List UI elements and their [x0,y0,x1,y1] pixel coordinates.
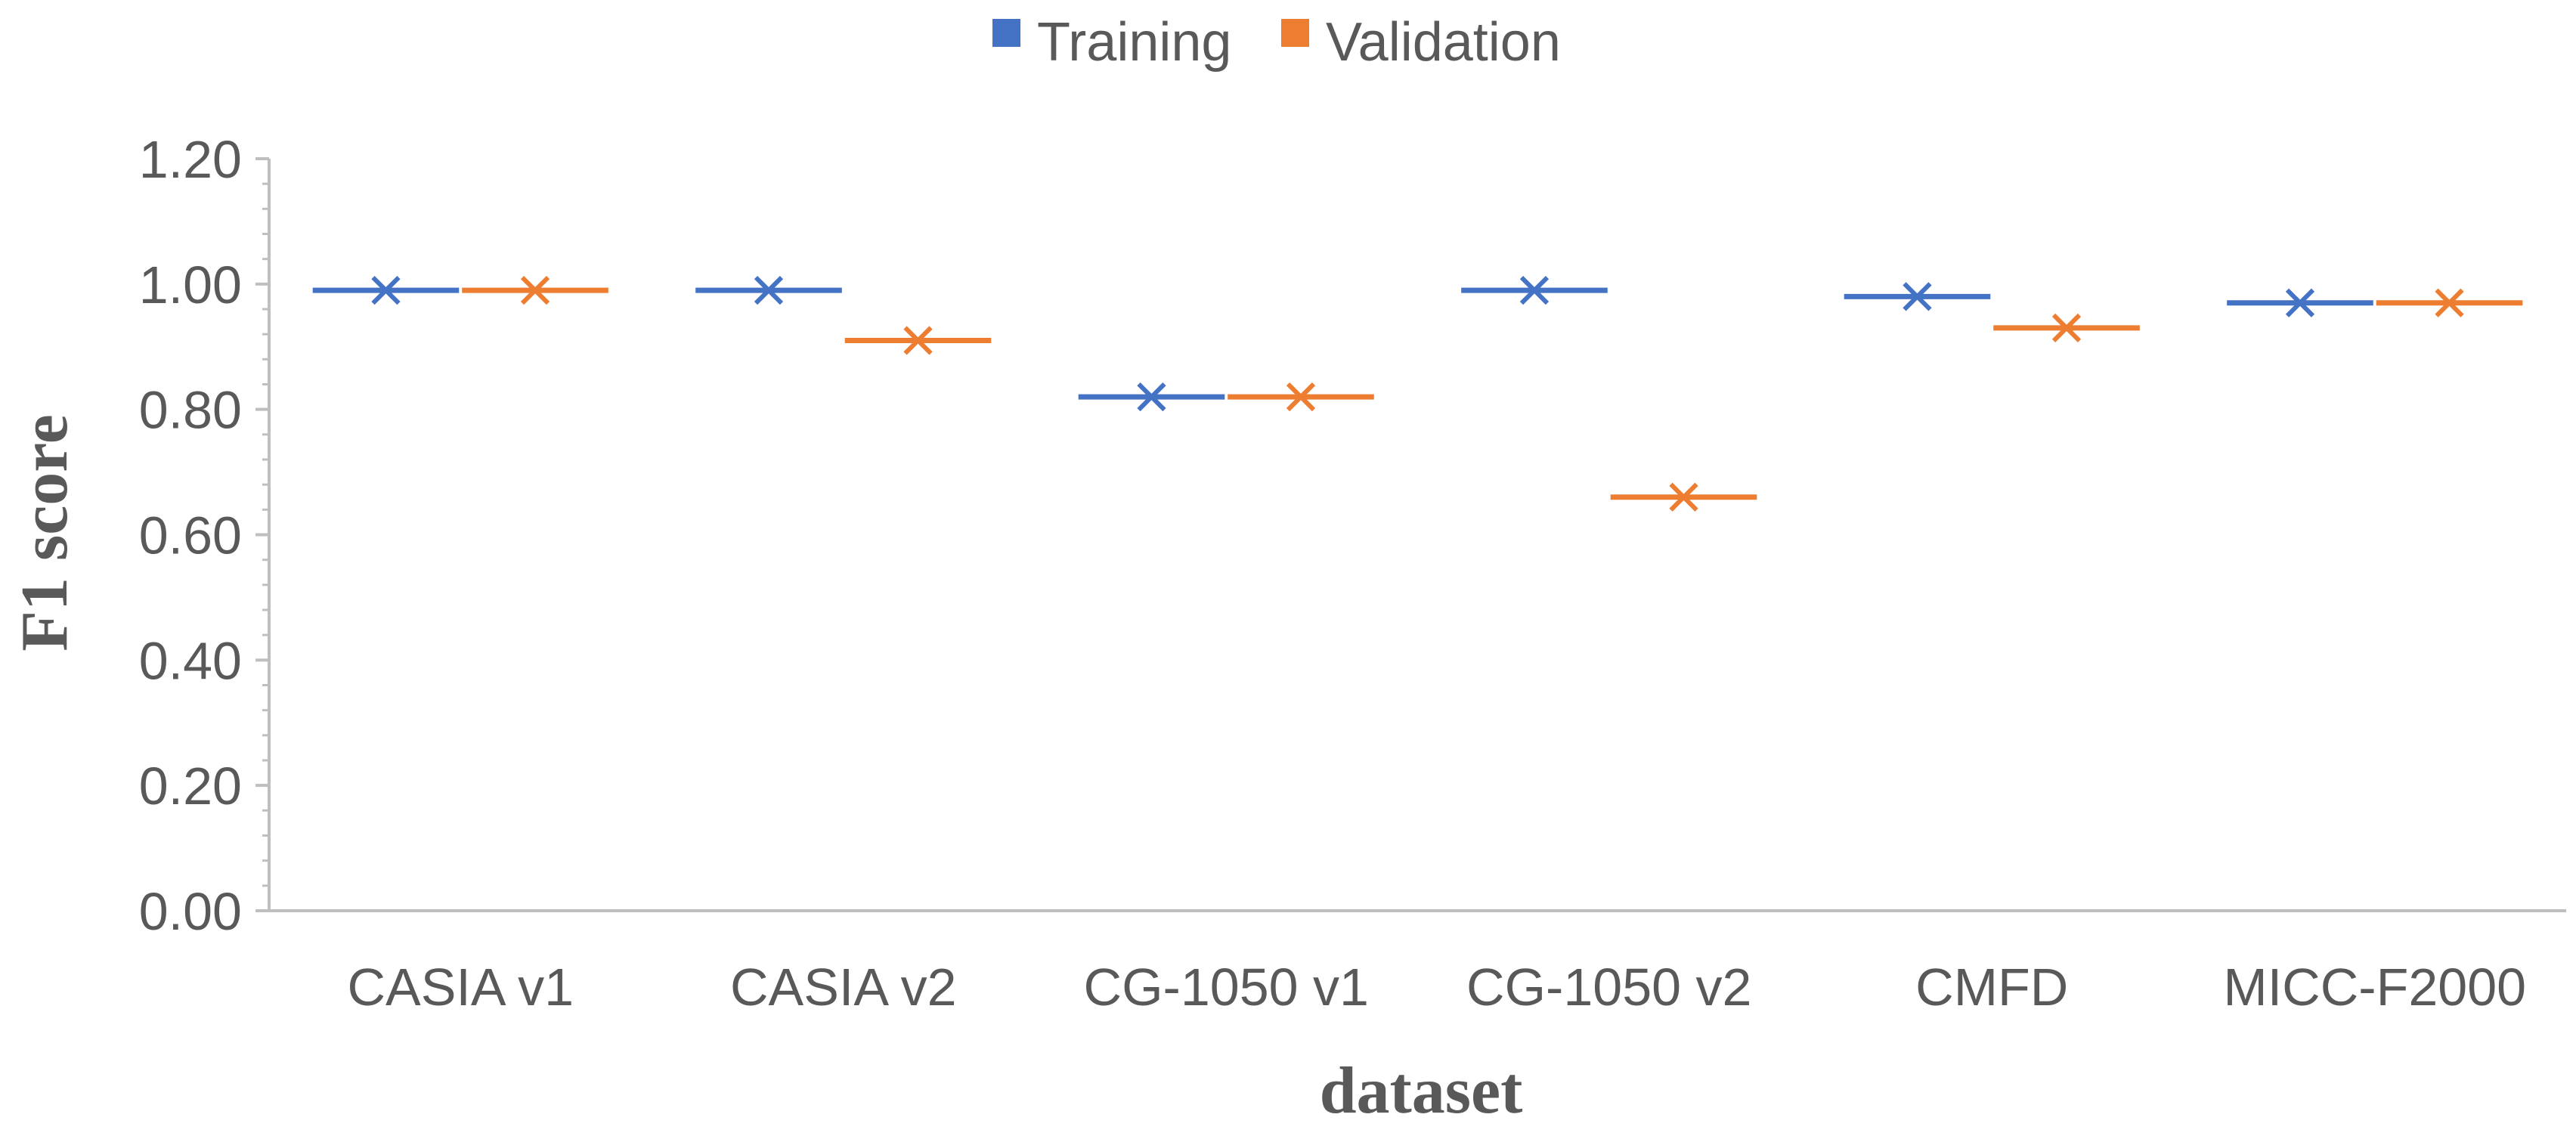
data-point-training [312,276,460,305]
data-marker-training [754,276,784,305]
data-point-validation [1993,313,2140,342]
legend-label-validation: Validation [1326,12,1561,73]
data-marker-validation [520,276,550,305]
data-point-validation [462,276,608,305]
data-point-validation [1228,382,1374,412]
y-tick-label: 0.60 [139,506,242,565]
y-tick-label: 1.00 [139,255,242,314]
data-marker-training [1137,382,1166,412]
data-marks [312,276,2523,512]
data-marker-training [1519,276,1550,305]
data-point-training [1461,276,1608,305]
data-point-training [695,276,842,305]
data-marker-training [371,276,401,305]
y-tick-label: 1.20 [139,130,242,189]
x-tick-label: CASIA v1 [347,958,574,1017]
legend: Training Validation [992,12,1561,73]
data-point-validation [2376,288,2523,317]
data-marker-training [1903,282,1932,311]
legend-swatch-validation [1281,19,1309,47]
y-tick-label: 0.40 [139,631,242,690]
data-point-training [2227,288,2373,317]
y-tick-labels: 0.00 0.20 0.40 0.60 0.80 1.00 1.20 [139,130,242,941]
x-tick-label: CG-1050 v2 [1466,958,1751,1017]
data-point-validation [844,326,992,355]
legend-swatch-training [992,19,1020,47]
x-tick-label: CASIA v2 [730,958,957,1017]
y-tick-label: 0.20 [139,757,242,816]
data-marker-validation [1669,482,1698,512]
data-marker-validation [1286,382,1316,412]
y-axis-title: F1 score [8,414,82,652]
data-marker-validation [2435,288,2464,317]
data-point-training [1078,382,1225,412]
y-tick-label: 0.80 [139,381,242,440]
x-tick-label: CMFD [1915,958,2068,1017]
data-marker-training [2285,288,2315,317]
y-tick-label: 0.00 [139,882,242,941]
axes [255,157,2566,912]
data-marker-validation [903,326,933,355]
data-marker-validation [2051,313,2082,342]
x-axis-title: dataset [1320,1054,1523,1128]
data-point-validation [1610,482,1757,512]
x-tick-label: MICC-F2000 [2223,958,2526,1017]
data-point-training [1844,282,1991,311]
x-tick-labels: CASIA v1 CASIA v2 CG-1050 v1 CG-1050 v2 CMFD… [347,958,2526,1017]
x-tick-label: CG-1050 v1 [1084,958,1369,1017]
legend-label-training: Training [1037,12,1231,73]
